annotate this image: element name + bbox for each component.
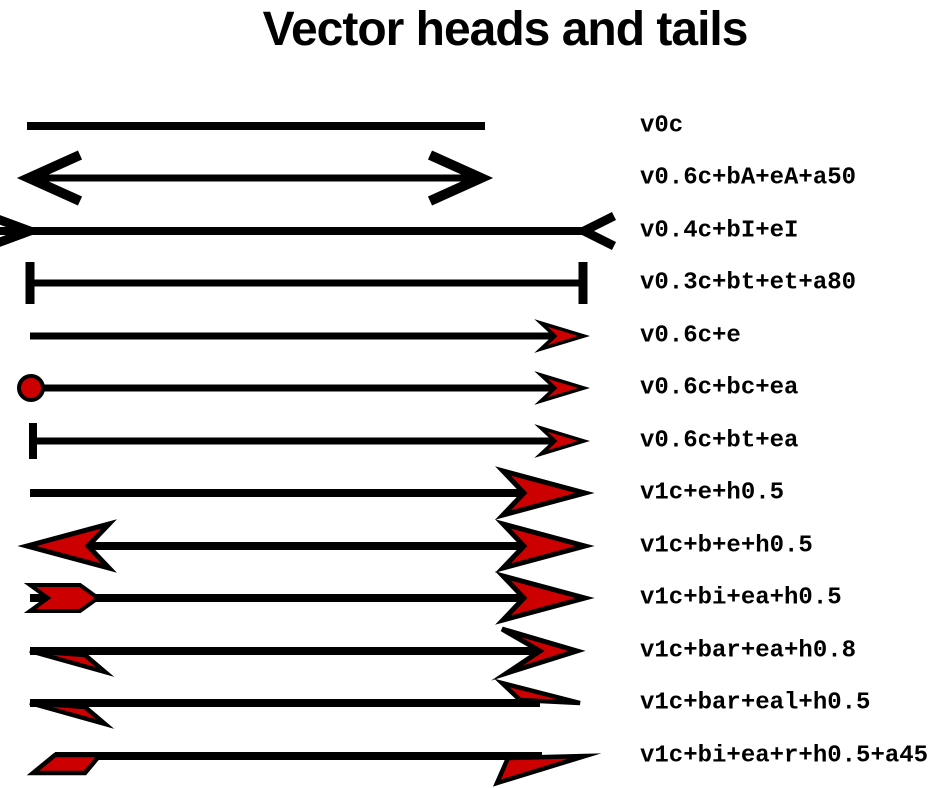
row-label: v0.4c+bI+eI (640, 217, 799, 245)
row-label: v1c+bi+ea+h0.5 (640, 584, 842, 612)
circle-tail-left (17, 374, 45, 402)
vector-row (29, 423, 591, 459)
row-label: v0c (640, 112, 684, 140)
red-parallelogram-tail-left (26, 752, 105, 776)
vector-row (16, 150, 494, 206)
vector-row (0, 211, 617, 251)
red-dart-head-right (534, 424, 591, 458)
vector-row (29, 678, 581, 729)
row-label: v0.6c+bc+ea (640, 374, 799, 402)
red-half-head-below-left (29, 700, 115, 729)
row-label: v1c+b+e+h0.5 (640, 532, 813, 560)
red-half-head-below-left (29, 648, 115, 677)
row-label: v0.6c+bt+ea (640, 427, 799, 455)
open-arrow-head-left (16, 150, 83, 206)
vector-row (17, 519, 595, 573)
red-swept-dart-head-right (491, 626, 586, 681)
vector-row (29, 626, 586, 681)
row-label: v1c+bar+ea+h0.8 (640, 637, 857, 665)
big-red-dart-head-right (495, 466, 595, 520)
inward-plain-tail-left (0, 215, 43, 247)
row-label: v1c+e+h0.5 (640, 479, 785, 507)
vector-row (30, 319, 591, 353)
vector-row (25, 262, 588, 304)
vector-row (26, 752, 602, 787)
open-arrow-head-right (427, 150, 494, 206)
red-fletching-tail-left (23, 583, 102, 613)
big-red-dart-head-right (495, 571, 595, 625)
big-red-dart-head-right (495, 519, 595, 573)
row-label: v0.3c+bt+et+a80 (640, 269, 857, 297)
vector-row (30, 466, 595, 520)
row-label: v0.6c+bA+eA+a50 (640, 164, 857, 192)
red-dart-head-right (534, 319, 591, 353)
red-half-head-above-right (494, 678, 581, 706)
page-title: Vector heads and tails (262, 3, 749, 56)
vector-row (23, 571, 595, 625)
inward-plain-tail-right (573, 211, 617, 251)
big-red-dart-head-left (17, 519, 117, 573)
row-label: v0.6c+e (640, 322, 741, 350)
red-half-head-below-right (492, 753, 602, 787)
row-label: v1c+bi+ea+r+h0.5+a45 (640, 742, 929, 770)
row-label: v1c+bar+eal+h0.5 (640, 689, 871, 717)
red-dart-head-right (534, 371, 591, 405)
vector-row (17, 371, 591, 405)
